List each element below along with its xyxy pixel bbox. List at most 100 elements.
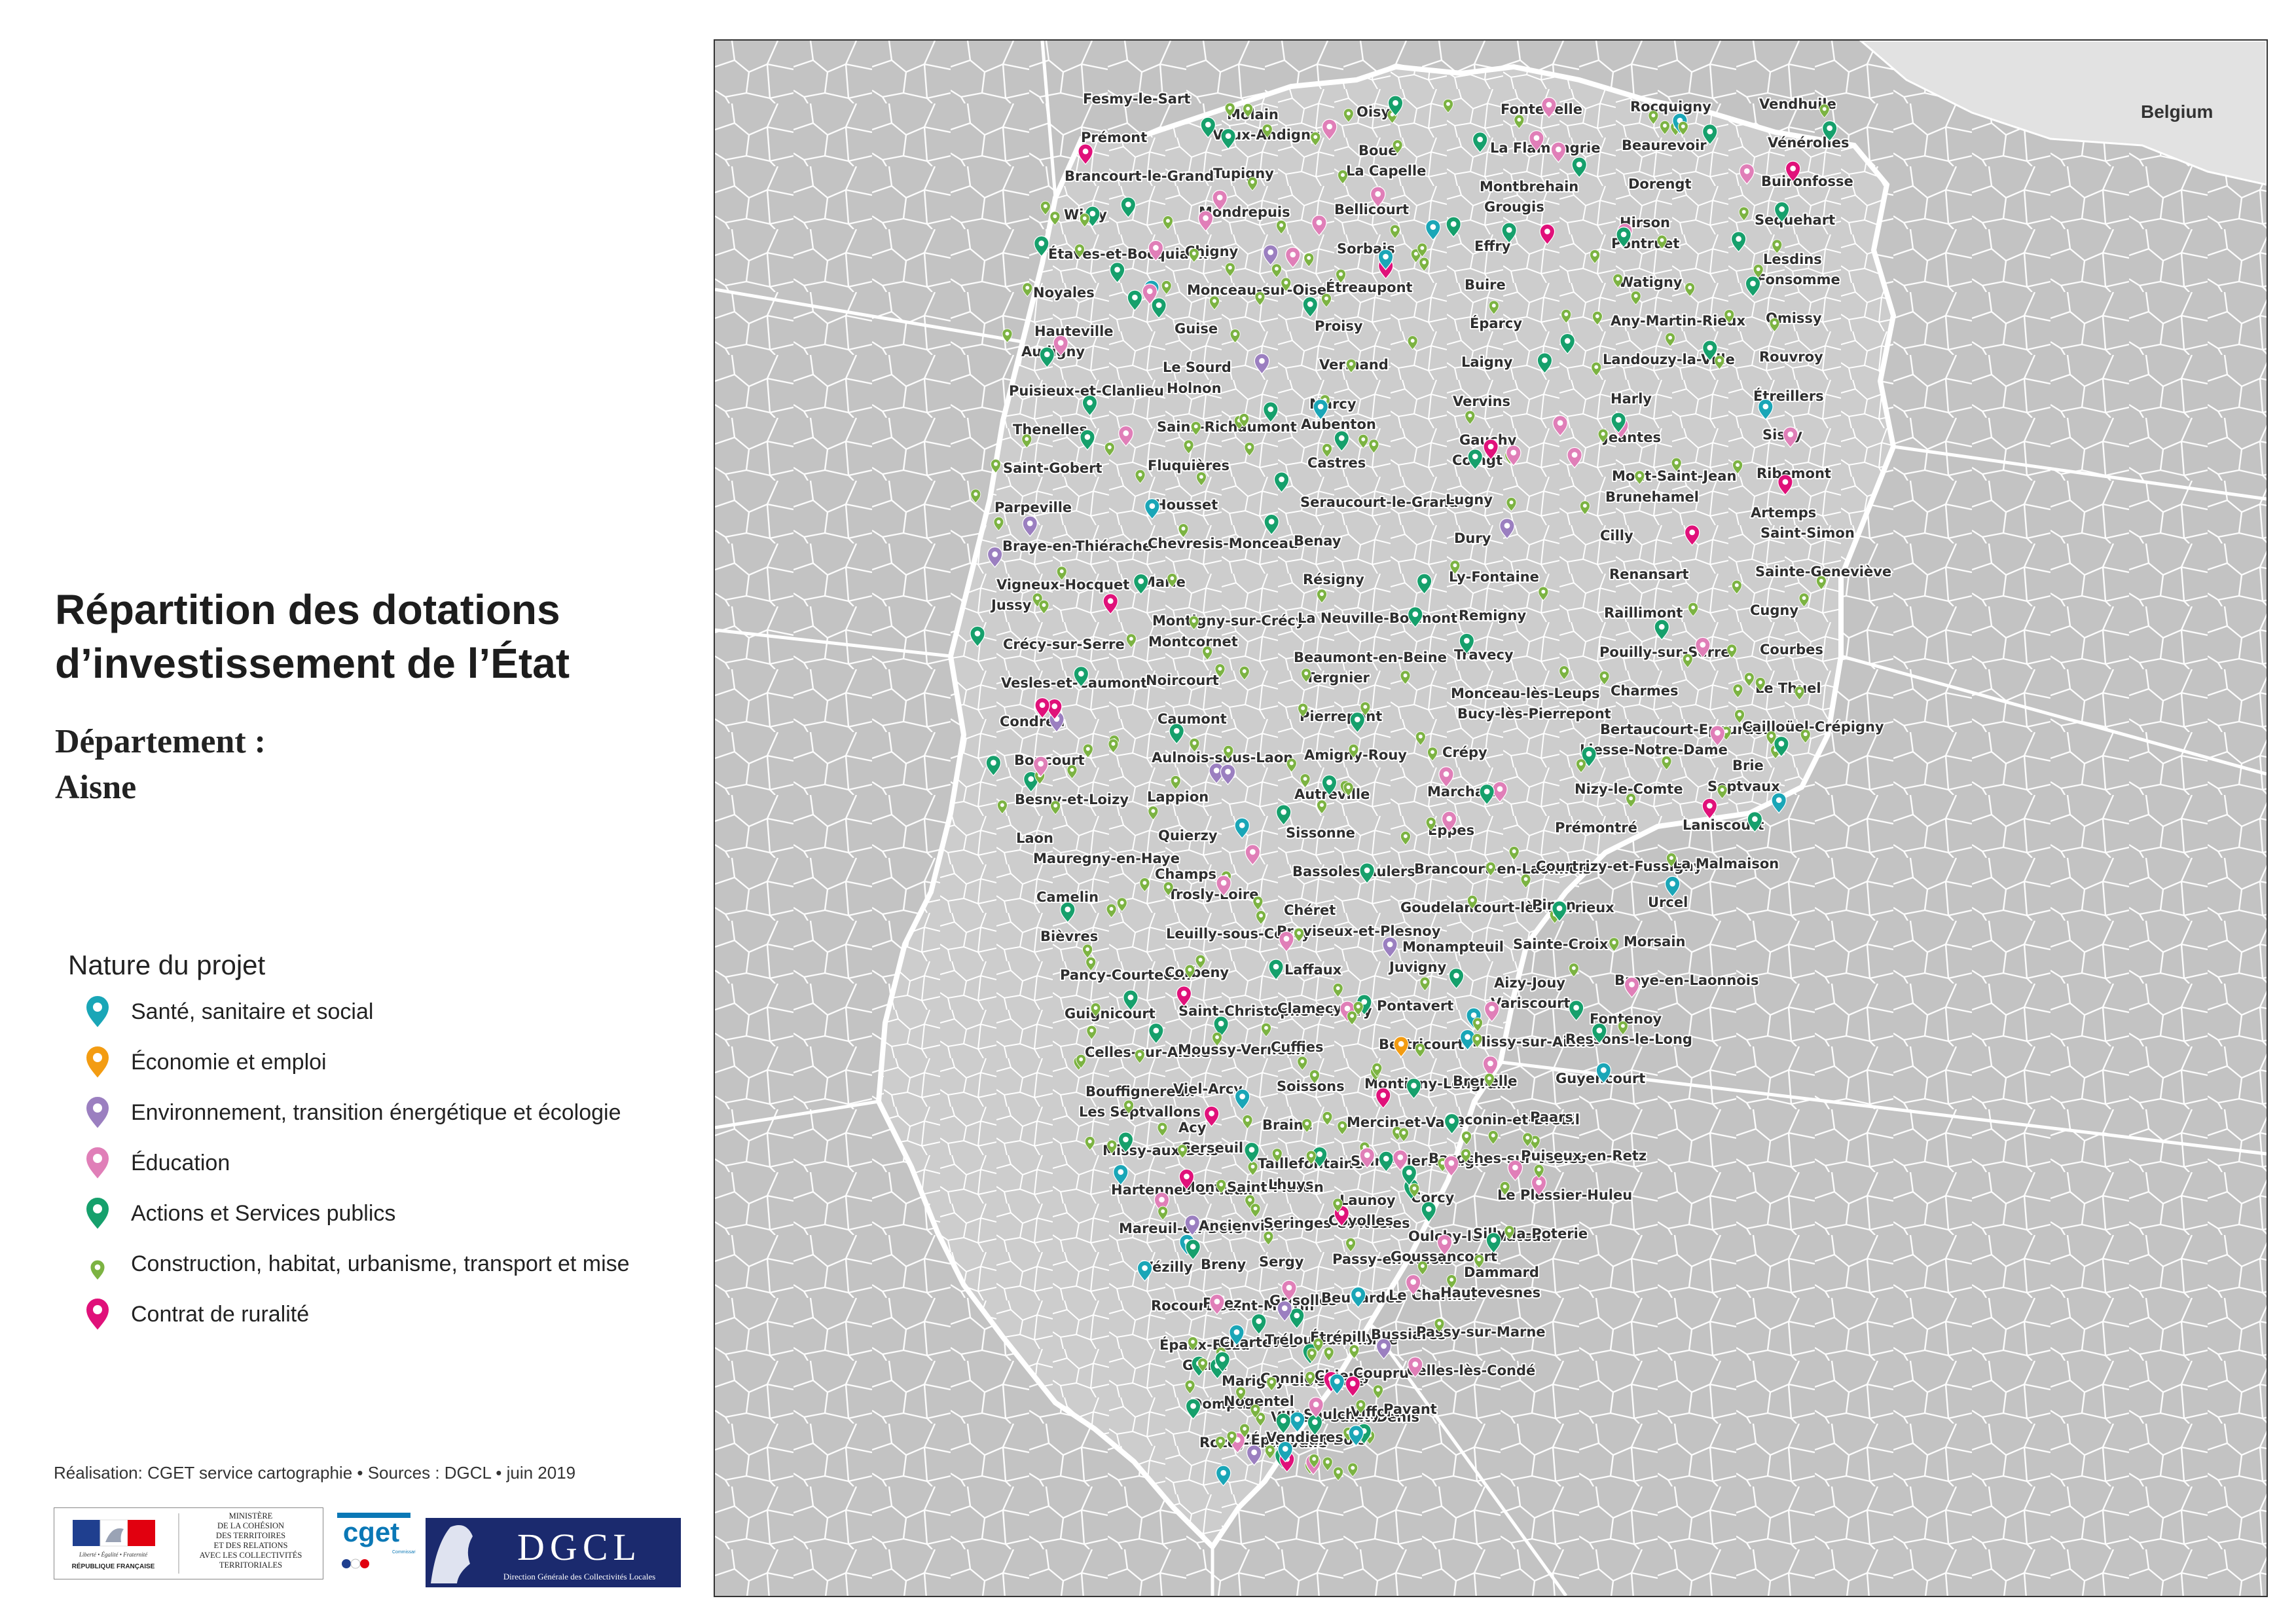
pin-icon[interactable] xyxy=(1568,1000,1584,1022)
pin-icon[interactable] xyxy=(1214,1351,1230,1373)
small-pin-icon[interactable] xyxy=(1332,1198,1343,1213)
pin-icon[interactable] xyxy=(1275,804,1292,826)
pin-icon[interactable] xyxy=(1334,430,1350,452)
small-pin-icon[interactable] xyxy=(1338,170,1348,185)
small-pin-icon[interactable] xyxy=(1415,731,1426,746)
small-pin-icon[interactable] xyxy=(1106,904,1117,919)
small-pin-icon[interactable] xyxy=(1002,328,1013,343)
pin-icon[interactable] xyxy=(1552,415,1568,437)
pin-icon[interactable] xyxy=(1277,1301,1293,1322)
pin-icon[interactable] xyxy=(1654,619,1670,640)
small-pin-icon[interactable] xyxy=(1202,646,1213,661)
pin-icon[interactable] xyxy=(1142,284,1157,305)
small-pin-icon[interactable] xyxy=(1659,120,1670,135)
small-pin-icon[interactable] xyxy=(1738,206,1749,221)
small-pin-icon[interactable] xyxy=(1021,434,1032,449)
pin-icon[interactable] xyxy=(1774,735,1789,758)
pin-icon[interactable] xyxy=(1416,573,1432,595)
small-pin-icon[interactable] xyxy=(1347,1462,1358,1477)
small-pin-icon[interactable] xyxy=(1609,937,1620,952)
small-pin-icon[interactable] xyxy=(1235,1386,1247,1401)
small-pin-icon[interactable] xyxy=(1170,775,1181,790)
small-pin-icon[interactable] xyxy=(1305,1150,1317,1165)
small-pin-icon[interactable] xyxy=(1301,668,1312,683)
department-map[interactable]: Belgium Fesmy-le-Sart Molain Oisy Fontenell… xyxy=(714,39,2268,1597)
small-pin-icon[interactable] xyxy=(1372,1062,1383,1077)
small-pin-icon[interactable] xyxy=(1419,976,1430,991)
pin-icon[interactable] xyxy=(1144,498,1160,520)
small-pin-icon[interactable] xyxy=(1613,273,1624,288)
small-pin-icon[interactable] xyxy=(1474,1254,1485,1269)
pin-icon[interactable] xyxy=(1127,289,1143,312)
small-pin-icon[interactable] xyxy=(1195,954,1206,969)
small-pin-icon[interactable] xyxy=(1239,1423,1250,1438)
small-pin-icon[interactable] xyxy=(1310,132,1321,147)
small-pin-icon[interactable] xyxy=(1305,1371,1316,1386)
small-pin-icon[interactable] xyxy=(1488,300,1499,315)
pin-icon[interactable] xyxy=(1499,518,1515,540)
small-pin-icon[interactable] xyxy=(1656,234,1667,249)
pin-icon[interactable] xyxy=(1505,445,1522,466)
small-pin-icon[interactable] xyxy=(1281,277,1292,292)
small-pin-icon[interactable] xyxy=(1337,1120,1348,1135)
pin-icon[interactable] xyxy=(1046,698,1063,720)
pin-icon[interactable] xyxy=(1080,429,1095,451)
small-pin-icon[interactable] xyxy=(1417,1261,1428,1276)
pin-icon[interactable] xyxy=(1592,1022,1607,1044)
small-pin-icon[interactable] xyxy=(1398,1127,1410,1142)
pin-icon[interactable] xyxy=(1023,771,1039,793)
small-pin-icon[interactable] xyxy=(1425,817,1436,832)
pin-icon[interactable] xyxy=(1702,124,1718,145)
pin-icon[interactable] xyxy=(1285,247,1301,268)
small-pin-icon[interactable] xyxy=(1538,586,1549,601)
small-pin-icon[interactable] xyxy=(1309,1069,1320,1084)
pin-icon[interactable] xyxy=(1483,439,1499,460)
small-pin-icon[interactable] xyxy=(1732,460,1743,475)
pin-icon[interactable] xyxy=(1507,1160,1523,1181)
pin-icon[interactable] xyxy=(1229,1324,1245,1346)
small-pin-icon[interactable] xyxy=(1591,361,1602,377)
small-pin-icon[interactable] xyxy=(1157,1122,1168,1137)
small-pin-icon[interactable] xyxy=(1084,1136,1095,1151)
pin-icon[interactable] xyxy=(1571,157,1588,178)
pin-icon[interactable] xyxy=(1200,117,1216,139)
small-pin-icon[interactable] xyxy=(1178,523,1189,538)
pin-icon[interactable] xyxy=(1758,399,1774,420)
small-pin-icon[interactable] xyxy=(1066,764,1078,779)
small-pin-icon[interactable] xyxy=(1322,1111,1333,1126)
pin-icon[interactable] xyxy=(1151,297,1167,319)
small-pin-icon[interactable] xyxy=(1460,1148,1471,1163)
pin-icon[interactable] xyxy=(1624,976,1640,999)
pin-icon[interactable] xyxy=(84,1196,111,1231)
small-pin-icon[interactable] xyxy=(1188,616,1199,631)
small-pin-icon[interactable] xyxy=(1724,309,1735,324)
small-pin-icon[interactable] xyxy=(1139,877,1150,893)
small-pin-icon[interactable] xyxy=(1798,593,1810,608)
small-pin-icon[interactable] xyxy=(1255,1412,1266,1427)
small-pin-icon[interactable] xyxy=(1223,745,1234,760)
small-pin-icon[interactable] xyxy=(1599,671,1610,686)
pin-icon[interactable] xyxy=(1393,1036,1409,1058)
small-pin-icon[interactable] xyxy=(1345,1238,1357,1253)
small-pin-icon[interactable] xyxy=(1772,239,1783,254)
pin-icon[interactable] xyxy=(1102,593,1119,615)
small-pin-icon[interactable] xyxy=(1212,1032,1223,1047)
small-pin-icon[interactable] xyxy=(1726,644,1738,659)
small-pin-icon[interactable] xyxy=(1472,1033,1483,1048)
small-pin-icon[interactable] xyxy=(1522,1132,1533,1147)
small-pin-icon[interactable] xyxy=(1415,1043,1426,1058)
small-pin-icon[interactable] xyxy=(1688,602,1699,617)
small-pin-icon[interactable] xyxy=(1322,443,1332,458)
pin-icon[interactable] xyxy=(1785,160,1801,183)
pin-icon[interactable] xyxy=(1702,798,1718,820)
pin-icon[interactable] xyxy=(1034,697,1050,719)
small-pin-icon[interactable] xyxy=(1343,108,1354,123)
small-pin-icon[interactable] xyxy=(1300,773,1311,788)
small-pin-icon[interactable] xyxy=(1499,1181,1510,1196)
small-pin-icon[interactable] xyxy=(1794,686,1805,701)
pin-icon[interactable] xyxy=(1311,1146,1328,1168)
small-pin-icon[interactable] xyxy=(1239,413,1250,428)
pin-icon[interactable] xyxy=(1197,210,1214,232)
small-pin-icon[interactable] xyxy=(1345,358,1357,373)
small-pin-icon[interactable] xyxy=(1487,1130,1499,1145)
